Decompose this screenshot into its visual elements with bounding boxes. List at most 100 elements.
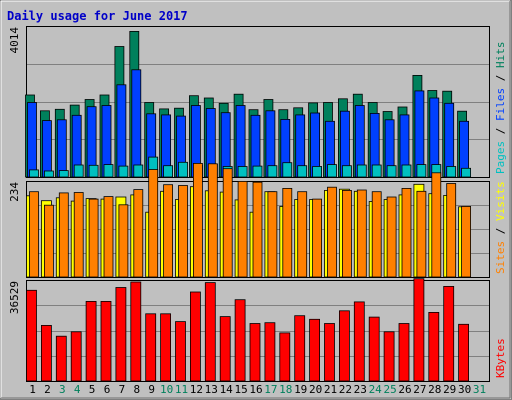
bar-kbytes-day-9 — [145, 313, 157, 382]
panel-top: 4014 Pages / Files / Hits — [8, 26, 507, 178]
bar-sites-day-1 — [29, 191, 39, 278]
bar-files-day-8 — [131, 69, 142, 178]
bar-pages-day-21 — [327, 164, 337, 178]
bar-kbytes-day-8 — [130, 281, 142, 382]
bar-pages-day-25 — [386, 165, 397, 178]
day-label-18: 18 — [279, 383, 292, 396]
legend-sites: Sites — [494, 241, 507, 274]
bar-pages-day-15 — [237, 166, 248, 178]
bar-sites-day-25 — [386, 196, 397, 278]
legend-bot: KBytes — [494, 338, 507, 378]
bar-pages-day-26 — [401, 164, 412, 178]
bar-sites-day-18 — [282, 187, 293, 278]
bar-sites-day-29 — [446, 183, 457, 278]
bar-sites-day-3 — [58, 192, 69, 278]
bar-pages-day-27 — [416, 164, 427, 178]
bar-sites-day-8 — [133, 189, 144, 278]
bar-kbytes-day-10 — [160, 313, 172, 382]
bar-sites-day-12 — [192, 162, 203, 278]
bar-sites-day-23 — [356, 189, 367, 278]
bar-kbytes-day-30 — [458, 323, 470, 382]
day-label-6: 6 — [104, 383, 111, 396]
bar-sites-day-9 — [148, 169, 159, 278]
bar-sites-day-27 — [416, 190, 427, 278]
panel-bot: 36529 KBytes — [8, 278, 507, 382]
bar-pages-day-1 — [29, 169, 39, 178]
legend-separator: / — [494, 221, 507, 241]
bar-pages-day-3 — [58, 170, 69, 178]
bar-sites-day-14 — [222, 168, 233, 278]
y-max-label-mid: 234 — [8, 182, 21, 202]
day-label-27: 27 — [413, 383, 426, 396]
bar-pages-day-10 — [163, 165, 174, 178]
bar-pages-day-6 — [103, 164, 114, 178]
legend-mid: Sites / Visits — [494, 181, 507, 274]
bar-kbytes-day-7 — [115, 287, 127, 382]
day-label-9: 9 — [148, 383, 155, 396]
day-label-29: 29 — [443, 383, 456, 396]
bar-kbytes-day-28 — [428, 311, 440, 382]
legend-separator: / — [494, 68, 507, 88]
bar-kbytes-day-6 — [100, 300, 112, 382]
bar-kbytes-day-17 — [264, 322, 276, 382]
day-label-10: 10 — [160, 383, 173, 396]
bar-pages-day-22 — [341, 165, 352, 178]
bar-kbytes-day-24 — [368, 316, 380, 382]
day-label-19: 19 — [294, 383, 307, 396]
day-label-15: 15 — [234, 383, 247, 396]
day-label-14: 14 — [220, 383, 234, 396]
bar-sites-day-13 — [207, 163, 218, 278]
bar-sites-day-16 — [252, 181, 263, 278]
bar-pages-day-20 — [312, 166, 323, 178]
legend-visits: Visits — [494, 181, 507, 221]
day-label-4: 4 — [74, 383, 81, 396]
y-max-label-bot: 36529 — [8, 281, 21, 314]
bar-pages-day-16 — [252, 165, 263, 178]
bar-kbytes-day-2 — [41, 324, 52, 382]
bar-sites-day-21 — [327, 186, 337, 278]
legend-kbytes: KBytes — [494, 338, 507, 378]
bar-pages-day-30 — [461, 167, 472, 178]
day-label-2: 2 — [44, 383, 51, 396]
day-label-30: 30 — [458, 383, 471, 396]
bar-sites-day-10 — [163, 184, 174, 278]
day-label-21: 21 — [324, 383, 337, 396]
bar-sites-day-30 — [461, 205, 472, 278]
bar-kbytes-day-18 — [279, 332, 291, 382]
day-label-16: 16 — [249, 383, 262, 396]
legend-pages: Pages — [494, 141, 507, 174]
bar-sites-day-26 — [401, 187, 412, 278]
day-label-8: 8 — [133, 383, 140, 396]
bar-files-day-1 — [27, 102, 37, 178]
chart-title: Daily usage for June 2017 — [7, 9, 188, 23]
day-label-26: 26 — [398, 383, 411, 396]
bar-kbytes-day-16 — [249, 323, 261, 382]
day-label-25: 25 — [383, 383, 396, 396]
day-label-11: 11 — [175, 383, 188, 396]
day-label-23: 23 — [354, 383, 367, 396]
day-label-13: 13 — [205, 383, 218, 396]
bar-pages-day-11 — [178, 161, 188, 178]
bar-pages-day-23 — [356, 164, 367, 178]
bar-sites-day-5 — [88, 198, 99, 278]
bar-sites-day-28 — [431, 172, 442, 278]
bar-pages-day-18 — [282, 162, 293, 178]
bar-kbytes-day-25 — [383, 331, 395, 382]
bar-sites-day-2 — [44, 204, 54, 278]
bar-sites-day-15 — [237, 180, 248, 278]
panel-mid: 234 Sites / Visits — [8, 162, 507, 278]
bar-pages-day-8 — [133, 164, 144, 178]
day-label-24: 24 — [369, 383, 383, 396]
bar-kbytes-day-15 — [234, 299, 246, 382]
bar-sites-day-19 — [297, 191, 308, 278]
day-label-22: 22 — [339, 383, 352, 396]
bar-kbytes-day-11 — [175, 321, 186, 382]
day-label-31: 31 — [473, 383, 486, 396]
bar-kbytes-day-1 — [26, 289, 37, 382]
bar-files-day-7 — [116, 84, 127, 178]
day-label-20: 20 — [309, 383, 322, 396]
y-max-label-top: 4014 — [8, 27, 21, 54]
bar-files-day-2 — [42, 120, 52, 178]
bar-files-day-27 — [414, 90, 425, 178]
day-label-1: 1 — [29, 383, 36, 396]
